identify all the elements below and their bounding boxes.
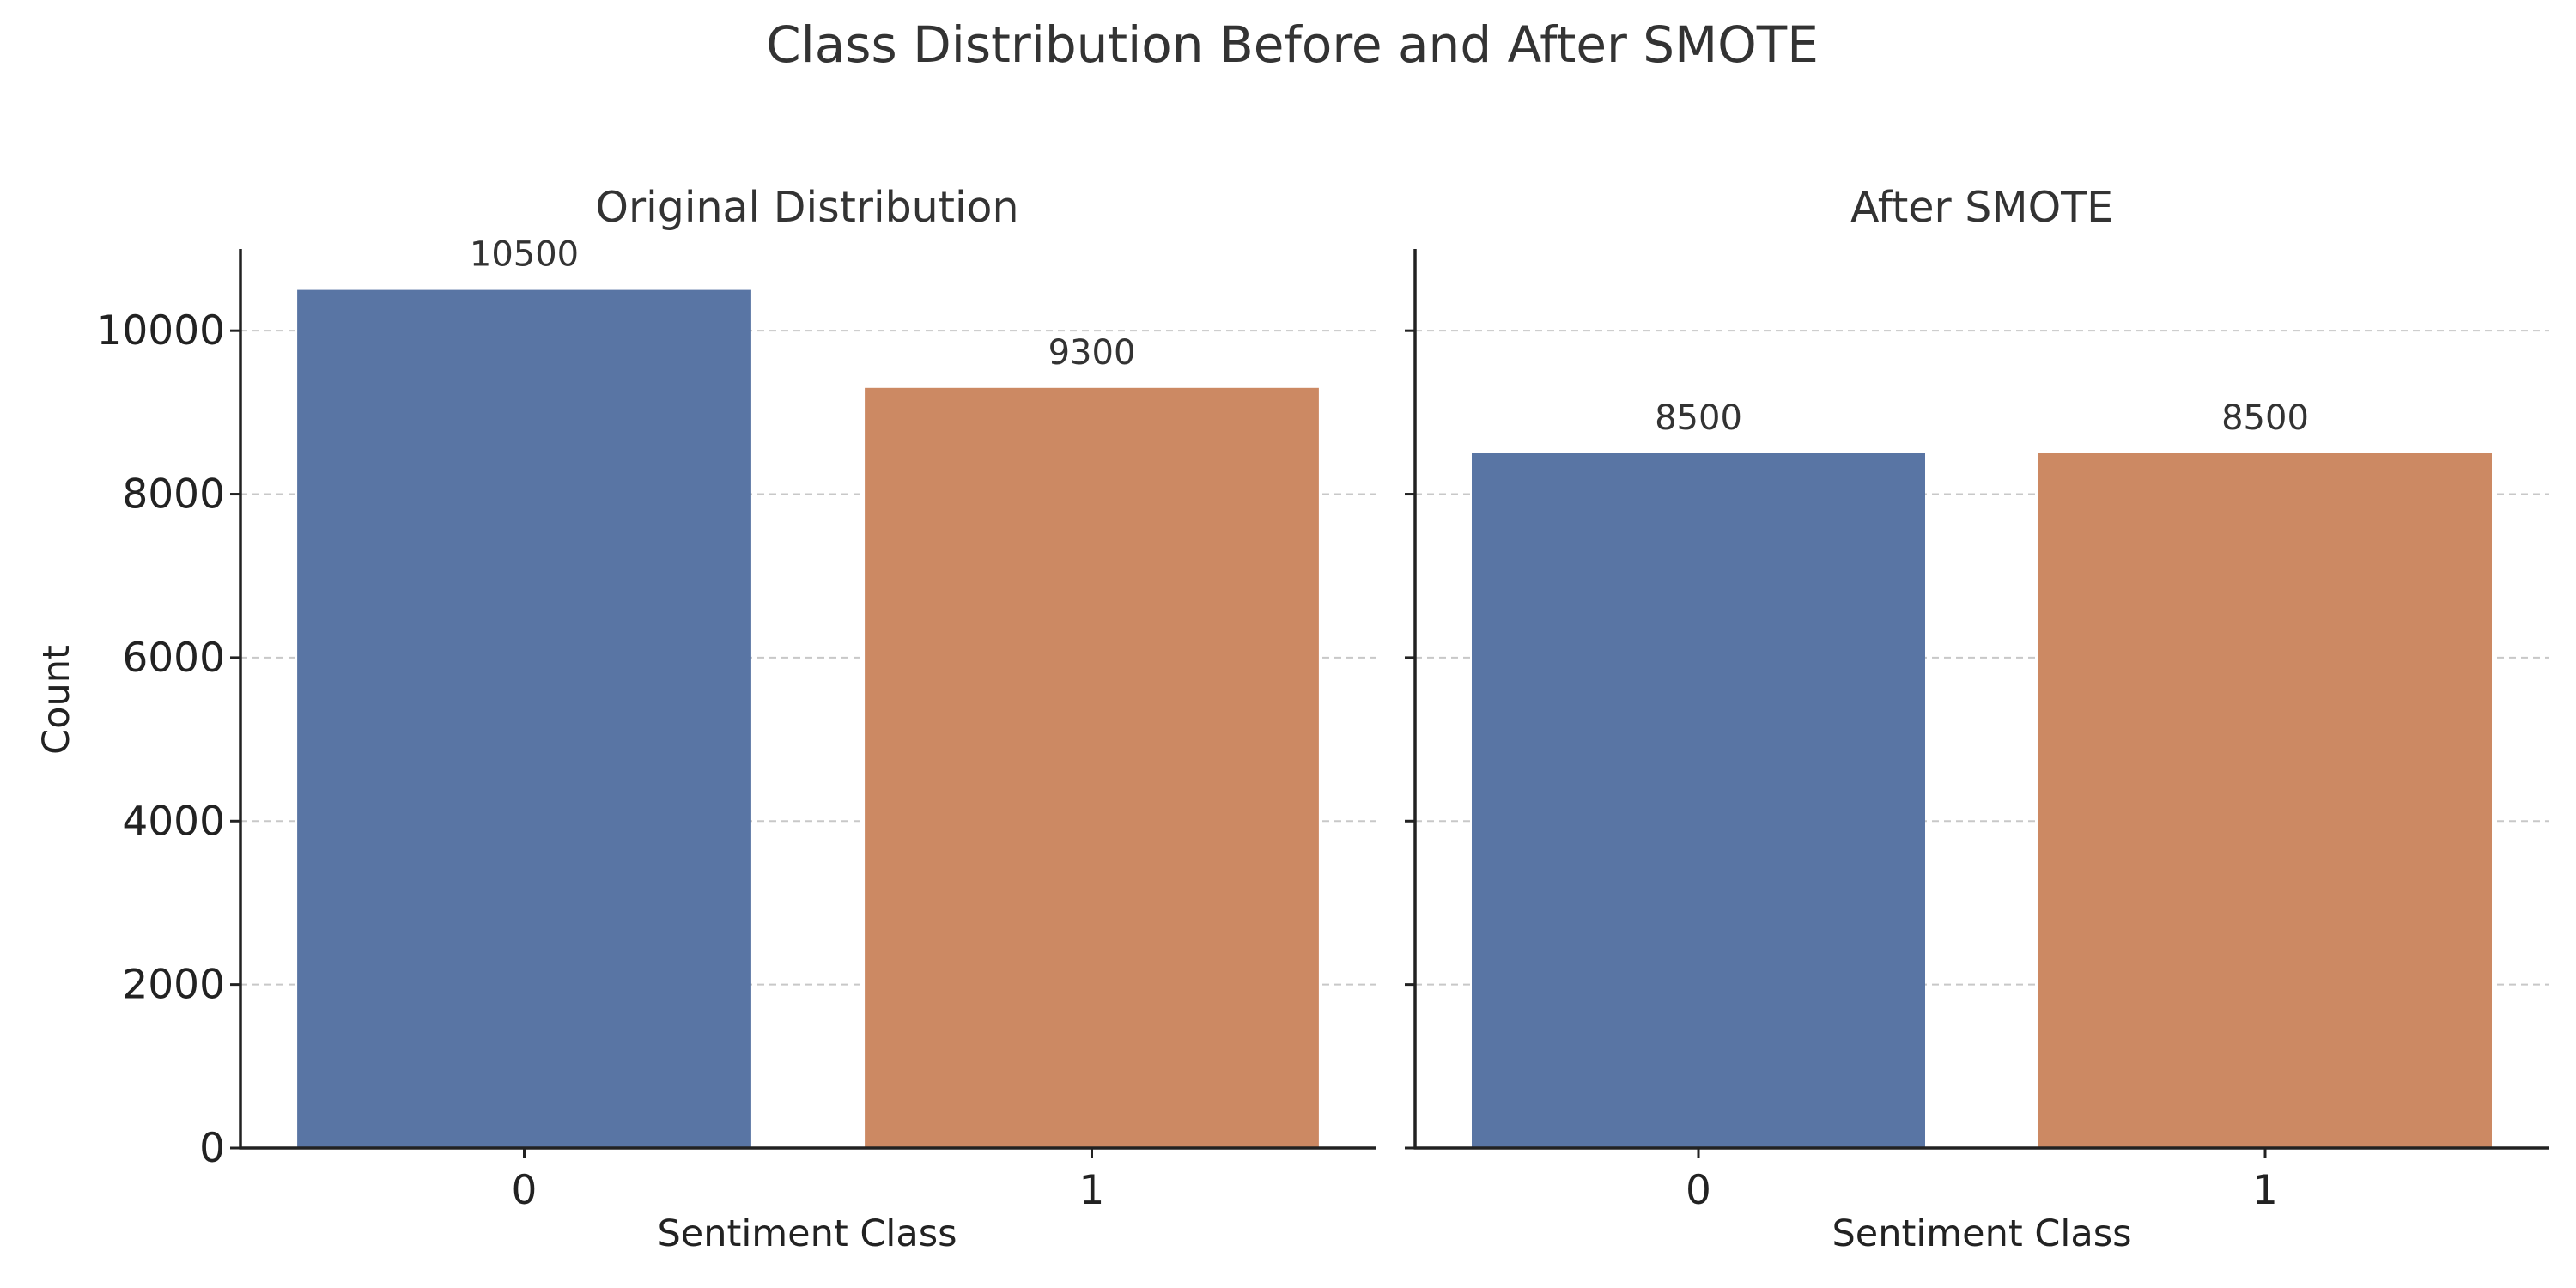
x-axis-label: Sentiment Class xyxy=(657,1212,957,1255)
y-ticks xyxy=(1405,329,1415,1150)
panel-title: After SMOTE xyxy=(1850,183,2113,232)
x-tick-label: 1 xyxy=(2252,1167,2278,1214)
x-axis-label: Sentiment Class xyxy=(1832,1212,2131,1255)
figure-title: Class Distribution Before and After SMOT… xyxy=(766,15,1819,74)
bar-value-label: 10500 xyxy=(470,235,579,275)
axes xyxy=(1413,249,2549,1150)
bar-value-label: 9300 xyxy=(1048,333,1136,373)
y-tick-label: 4000 xyxy=(122,798,225,845)
gridlines xyxy=(240,330,1376,986)
bar-labels: 8500 8500 xyxy=(1655,398,2309,438)
bar-labels: 10500 9300 xyxy=(470,235,1136,373)
y-ticks: 0 2000 4000 6000 8000 10000 xyxy=(96,307,240,1172)
y-tick-label: 8000 xyxy=(122,471,225,519)
panel-original-distribution: Original Distribution Count Sentiment Cl… xyxy=(35,183,1376,1255)
x-tick-label: 0 xyxy=(1686,1167,1711,1214)
y-tick-label: 2000 xyxy=(122,962,225,1009)
y-tick-label: 0 xyxy=(199,1125,225,1172)
y-tick-label: 10000 xyxy=(96,307,225,355)
y-axis-label: Count xyxy=(35,645,78,755)
bar-class-1 xyxy=(865,387,1319,1148)
bar-value-label: 8500 xyxy=(1655,398,1742,438)
panel-title: Original Distribution xyxy=(595,183,1018,232)
bar-class-0 xyxy=(297,289,751,1148)
x-tick-label: 1 xyxy=(1079,1167,1105,1214)
bar-class-1 xyxy=(2038,453,2492,1148)
bars xyxy=(297,289,1319,1148)
axes xyxy=(239,249,1376,1150)
bar-value-label: 8500 xyxy=(2221,398,2309,438)
y-tick-label: 6000 xyxy=(122,635,225,682)
bar-class-0 xyxy=(1472,453,1925,1148)
x-tick-label: 0 xyxy=(512,1167,538,1214)
bars xyxy=(1472,453,2492,1148)
